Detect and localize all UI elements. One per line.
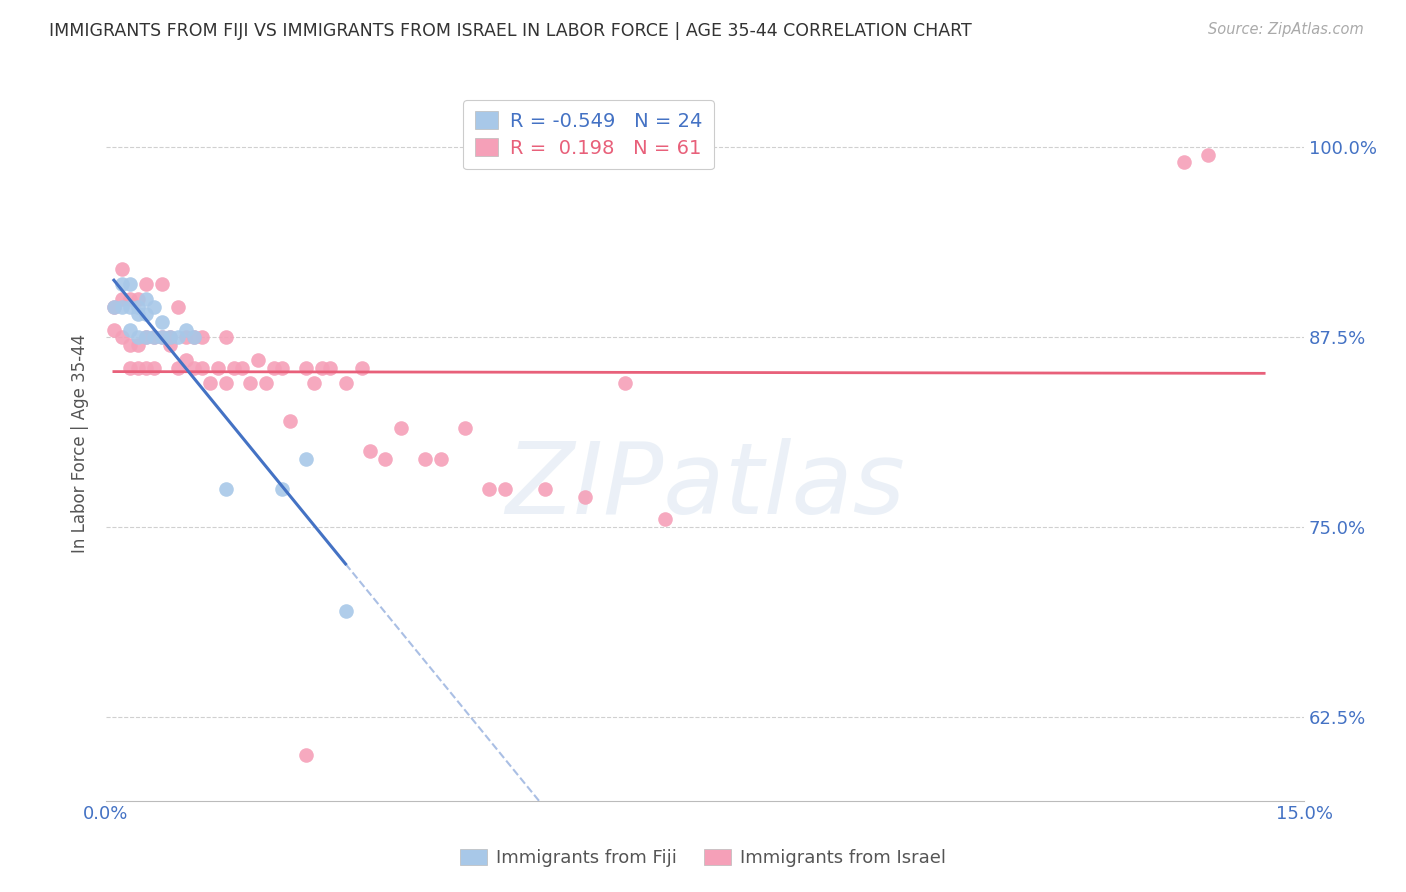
- Point: [135, 360, 157, 375]
- Point: [111, 261, 134, 276]
- Point: [118, 322, 141, 336]
- Point: [135, 277, 157, 291]
- Point: [222, 360, 245, 375]
- Point: [254, 376, 277, 390]
- Point: [454, 421, 477, 435]
- Point: [183, 330, 205, 344]
- Point: [1197, 147, 1219, 161]
- Legend: Immigrants from Fiji, Immigrants from Israel: Immigrants from Fiji, Immigrants from Is…: [453, 841, 953, 874]
- Point: [166, 300, 188, 314]
- Point: [111, 292, 134, 306]
- Point: [127, 292, 149, 306]
- Point: [111, 300, 134, 314]
- Point: [494, 482, 516, 496]
- Point: [215, 376, 238, 390]
- Point: [270, 360, 292, 375]
- Legend: R = -0.549   N = 24, R =  0.198   N = 61: R = -0.549 N = 24, R = 0.198 N = 61: [463, 100, 714, 169]
- Point: [198, 376, 221, 390]
- Point: [150, 315, 173, 329]
- Y-axis label: In Labor Force | Age 35-44: In Labor Force | Age 35-44: [72, 334, 89, 553]
- Point: [150, 330, 173, 344]
- Point: [239, 376, 262, 390]
- Point: [174, 330, 197, 344]
- Point: [127, 300, 149, 314]
- Point: [166, 330, 188, 344]
- Point: [118, 337, 141, 351]
- Point: [150, 277, 173, 291]
- Point: [127, 330, 149, 344]
- Point: [478, 482, 501, 496]
- Point: [374, 451, 396, 466]
- Point: [318, 360, 340, 375]
- Point: [159, 330, 181, 344]
- Point: [118, 277, 141, 291]
- Point: [294, 747, 316, 762]
- Point: [359, 444, 381, 458]
- Point: [159, 330, 181, 344]
- Point: [534, 482, 557, 496]
- Point: [111, 277, 134, 291]
- Point: [127, 307, 149, 321]
- Point: [415, 451, 437, 466]
- Point: [135, 307, 157, 321]
- Point: [311, 360, 333, 375]
- Point: [103, 300, 125, 314]
- Point: [215, 482, 238, 496]
- Point: [294, 451, 316, 466]
- Point: [231, 360, 253, 375]
- Point: [246, 352, 269, 367]
- Point: [135, 330, 157, 344]
- Point: [215, 330, 238, 344]
- Point: [174, 322, 197, 336]
- Point: [1173, 155, 1195, 169]
- Point: [278, 414, 301, 428]
- Point: [150, 330, 173, 344]
- Text: ZIPatlas: ZIPatlas: [505, 438, 905, 535]
- Point: [350, 360, 373, 375]
- Point: [574, 490, 596, 504]
- Point: [335, 604, 357, 618]
- Point: [111, 330, 134, 344]
- Point: [135, 292, 157, 306]
- Point: [118, 360, 141, 375]
- Point: [190, 330, 212, 344]
- Point: [614, 376, 637, 390]
- Point: [118, 300, 141, 314]
- Point: [159, 337, 181, 351]
- Point: [430, 451, 453, 466]
- Point: [270, 482, 292, 496]
- Point: [142, 330, 165, 344]
- Point: [190, 360, 212, 375]
- Text: IMMIGRANTS FROM FIJI VS IMMIGRANTS FROM ISRAEL IN LABOR FORCE | AGE 35-44 CORREL: IMMIGRANTS FROM FIJI VS IMMIGRANTS FROM …: [49, 22, 972, 40]
- Point: [391, 421, 413, 435]
- Point: [174, 352, 197, 367]
- Point: [207, 360, 229, 375]
- Point: [142, 330, 165, 344]
- Point: [103, 322, 125, 336]
- Point: [335, 376, 357, 390]
- Point: [183, 360, 205, 375]
- Point: [263, 360, 285, 375]
- Text: Source: ZipAtlas.com: Source: ZipAtlas.com: [1208, 22, 1364, 37]
- Point: [302, 376, 325, 390]
- Point: [135, 330, 157, 344]
- Point: [103, 300, 125, 314]
- Point: [127, 360, 149, 375]
- Point: [166, 360, 188, 375]
- Point: [142, 300, 165, 314]
- Point: [142, 360, 165, 375]
- Point: [183, 330, 205, 344]
- Point: [294, 360, 316, 375]
- Point: [654, 512, 676, 526]
- Point: [127, 337, 149, 351]
- Point: [118, 292, 141, 306]
